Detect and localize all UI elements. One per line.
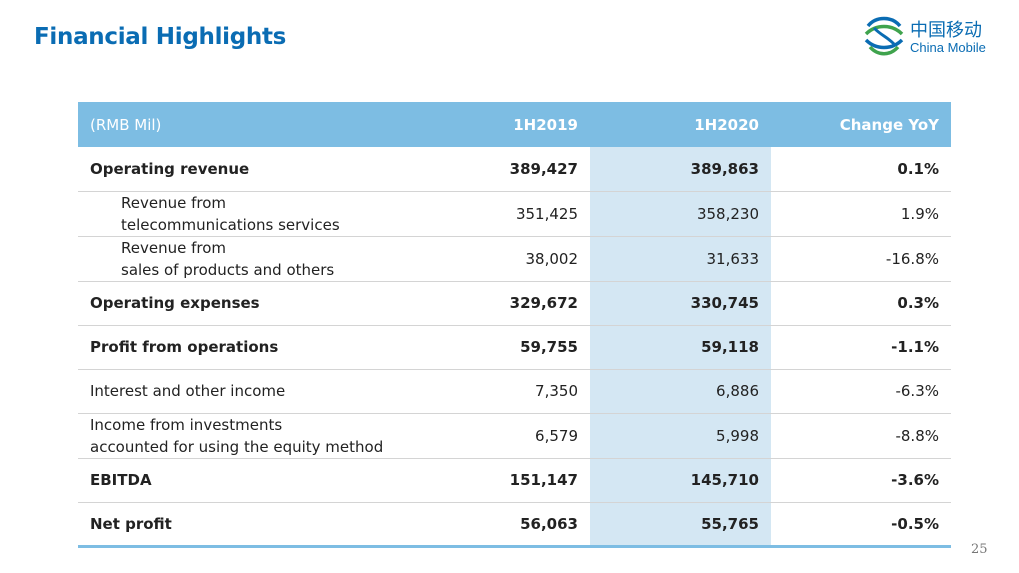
value-1h2019: 389,427	[410, 147, 590, 192]
china-mobile-logo-icon	[864, 16, 904, 56]
row-label-line: Profit from operations	[90, 338, 279, 356]
row-label-line: Revenue from	[121, 238, 226, 257]
row-label-line: EBITDA	[90, 471, 152, 489]
row-label-line: Operating expenses	[90, 294, 260, 312]
row-label: Operating expenses	[78, 281, 410, 326]
value-1h2019: 151,147	[410, 458, 590, 503]
row-label: Income from investments accounted for usi…	[78, 413, 410, 459]
company-logo: 中国移动 China Mobile	[862, 14, 1002, 60]
value-1h2020: 5,998	[590, 413, 771, 459]
table-row: Interest and other income 7,350 6,886 -6.3%	[78, 369, 951, 414]
row-label: Interest and other income	[78, 369, 410, 414]
value-change-yoy: -16.8%	[771, 236, 951, 282]
table-row: Net profit 56,063 55,765 -0.5%	[78, 502, 951, 548]
row-label-line: Interest and other income	[90, 382, 286, 400]
financial-table: (RMB Mil) 1H2019 1H2020 Change YoY Opera…	[78, 102, 951, 548]
value-1h2020: 55,765	[590, 502, 771, 548]
value-1h2019: 329,672	[410, 281, 590, 326]
value-change-yoy: -8.8%	[771, 413, 951, 459]
table-header-row: (RMB Mil) 1H2019 1H2020 Change YoY	[78, 102, 951, 147]
row-label: Revenue from telecommunications services	[78, 191, 410, 237]
table-row: Revenue from sales of products and others…	[78, 236, 951, 282]
value-change-yoy: -1.1%	[771, 325, 951, 370]
value-change-yoy: -6.3%	[771, 369, 951, 414]
value-change-yoy: 1.9%	[771, 191, 951, 237]
row-label-line: telecommunications services	[121, 215, 340, 234]
row-label: EBITDA	[78, 458, 410, 503]
value-1h2020: 145,710	[590, 458, 771, 503]
value-change-yoy: 0.1%	[771, 147, 951, 192]
table-row: Income from investments accounted for usi…	[78, 413, 951, 459]
value-1h2020: 59,118	[590, 325, 771, 370]
value-1h2019: 7,350	[410, 369, 590, 414]
row-label-line: Net profit	[90, 514, 172, 533]
value-1h2020: 6,886	[590, 369, 771, 414]
value-1h2019: 6,579	[410, 413, 590, 459]
column-header-1h2019: 1H2019	[410, 102, 590, 147]
logo-english-name: China Mobile	[910, 40, 986, 55]
table-body: Operating revenue 389,427 389,863 0.1% Reven…	[78, 147, 951, 548]
value-1h2019: 38,002	[410, 236, 590, 282]
row-label: Net profit	[78, 502, 410, 548]
row-label: Operating revenue	[78, 147, 410, 192]
table-row: Operating expenses 329,672 330,745 0.3%	[78, 281, 951, 326]
value-1h2020: 31,633	[590, 236, 771, 282]
row-label: Profit from operations	[78, 325, 410, 370]
value-1h2020: 358,230	[590, 191, 771, 237]
value-change-yoy: -3.6%	[771, 458, 951, 503]
logo-chinese-name: 中国移动	[910, 20, 982, 41]
page-number: 25	[971, 542, 988, 557]
row-label-line: Revenue from	[121, 193, 226, 212]
table-row: Revenue from telecommunications services 3…	[78, 191, 951, 237]
row-label-line: Income from investments	[90, 415, 283, 434]
row-label-line: accounted for using the equity method	[90, 437, 384, 456]
value-change-yoy: 0.3%	[771, 281, 951, 326]
value-1h2019: 59,755	[410, 325, 590, 370]
column-header-1h2020: 1H2020	[590, 102, 771, 147]
table-row: Operating revenue 389,427 389,863 0.1%	[78, 147, 951, 192]
value-1h2019: 351,425	[410, 191, 590, 237]
column-header-change-yoy: Change YoY	[771, 102, 951, 147]
table-row: EBITDA 151,147 145,710 -3.6%	[78, 458, 951, 503]
value-1h2020: 389,863	[590, 147, 771, 192]
row-label-line: sales of products and others	[121, 260, 335, 279]
value-1h2020: 330,745	[590, 281, 771, 326]
value-1h2019: 56,063	[410, 502, 590, 548]
row-label-line: Operating revenue	[90, 159, 250, 178]
value-change-yoy: -0.5%	[771, 502, 951, 548]
page-title: Financial Highlights	[34, 24, 287, 50]
table-row: Profit from operations 59,755 59,118 -1.1%	[78, 325, 951, 370]
column-header-unit: (RMB Mil)	[78, 102, 410, 147]
row-label: Revenue from sales of products and others	[78, 236, 410, 282]
